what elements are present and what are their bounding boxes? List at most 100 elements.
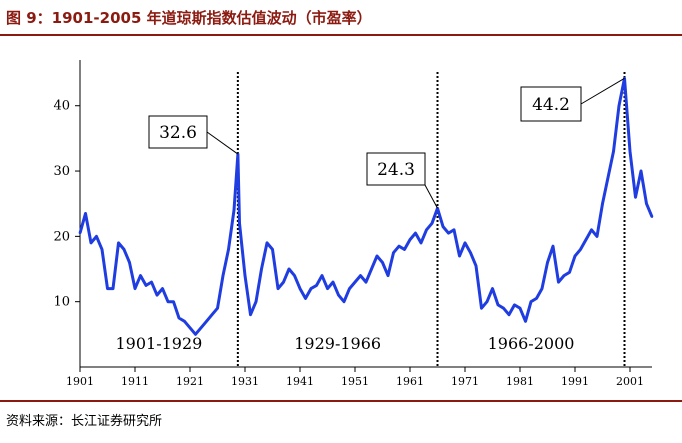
peak-callouts: 32.6 24.3 44.2: [148, 77, 625, 209]
y-tick-label: 10: [53, 295, 70, 310]
data-point: [144, 284, 148, 287]
callout-value-label: 32.6: [159, 123, 197, 143]
data-point: [579, 248, 582, 251]
data-point: [628, 150, 632, 153]
x-tick-label: 2001: [616, 375, 644, 388]
data-point: [150, 280, 153, 284]
data-point: [529, 300, 533, 303]
data-point: [95, 235, 98, 238]
source-note: 资料来源：长江证券研究所: [6, 414, 163, 429]
data-point: [106, 287, 109, 290]
y-tick-label: 20: [53, 229, 70, 244]
data-point: [474, 264, 478, 267]
data-point: [546, 261, 549, 264]
data-point: [469, 251, 472, 254]
y-tick-label: 30: [53, 164, 70, 179]
data-point: [568, 271, 571, 274]
data-point: [584, 238, 588, 241]
data-point: [249, 313, 252, 316]
data-point: [370, 267, 373, 271]
x-tick-label: 1911: [121, 375, 149, 388]
x-tick-label: 1921: [176, 375, 204, 388]
data-point: [199, 326, 203, 330]
data-point: [216, 307, 219, 310]
data-point: [386, 274, 390, 277]
data-point: [590, 228, 593, 232]
data-point: [265, 241, 269, 245]
data-point: [293, 274, 296, 277]
data-point: [84, 212, 87, 215]
x-tick-label: 1961: [396, 375, 424, 388]
data-point: [562, 274, 566, 277]
data-point: [645, 202, 648, 205]
callout-box: [520, 86, 582, 122]
data-point: [348, 287, 351, 290]
data-point: [315, 284, 318, 287]
data-point: [128, 261, 131, 264]
data-point: [172, 300, 175, 303]
data-point: [364, 280, 368, 284]
data-point: [326, 287, 329, 290]
top-rule: [0, 34, 682, 36]
data-point: [238, 222, 241, 225]
data-point: [408, 238, 412, 241]
data-point: [650, 215, 654, 218]
data-point: [392, 251, 395, 254]
data-point: [458, 254, 461, 258]
data-point: [177, 316, 181, 320]
data-point: [243, 274, 247, 277]
y-tick-label: 40: [53, 99, 70, 114]
data-point: [639, 169, 643, 173]
callout-value-label: 44.2: [532, 95, 570, 115]
data-point: [353, 280, 357, 284]
data-point: [463, 241, 467, 245]
data-point: [430, 222, 434, 225]
data-point: [557, 280, 560, 284]
data-point: [166, 300, 170, 303]
data-point: [524, 320, 527, 323]
data-point: [606, 176, 610, 179]
data-point: [155, 293, 159, 297]
data-point: [78, 231, 82, 235]
data-point: [452, 228, 456, 232]
x-tick-label: 1991: [561, 375, 589, 388]
data-point: [419, 241, 423, 245]
data-point: [496, 303, 500, 307]
period-dividers: [236, 72, 626, 367]
data-point: [221, 274, 225, 277]
data-point: [260, 267, 263, 271]
data-point: [298, 287, 302, 290]
data-point: [540, 287, 544, 290]
data-point: [612, 150, 615, 153]
callout-pointer: [424, 184, 438, 209]
data-point: [117, 241, 120, 245]
data-point: [100, 248, 104, 251]
data-point: [414, 231, 417, 235]
data-point: [188, 326, 192, 330]
data-point: [331, 280, 335, 284]
data-point: [551, 244, 555, 248]
data-point: [595, 235, 599, 238]
callout-pointer: [206, 131, 239, 155]
data-point: [287, 267, 291, 271]
pe-ratio-series-line: [78, 76, 654, 336]
bottom-rule: [0, 400, 682, 402]
period-labels: 1901-1929 1929-1966 1966-2000: [116, 334, 575, 353]
callout-box: [148, 115, 208, 149]
data-point: [634, 195, 637, 199]
data-point: [320, 274, 324, 277]
data-point: [337, 293, 340, 297]
data-point: [425, 228, 428, 232]
x-tick-label: 1931: [231, 375, 259, 388]
callout-pointer: [580, 77, 625, 105]
data-point: [133, 287, 137, 290]
x-tick-label: 1941: [286, 375, 314, 388]
data-point: [491, 287, 494, 290]
data-point: [617, 104, 621, 107]
data-point: [271, 248, 274, 251]
data-point: [227, 248, 230, 251]
data-point: [304, 297, 307, 300]
data-point: [205, 320, 208, 323]
figure-title: 图 9：1901-2005 年道琼斯指数估值波动（市盈率）: [6, 9, 372, 27]
